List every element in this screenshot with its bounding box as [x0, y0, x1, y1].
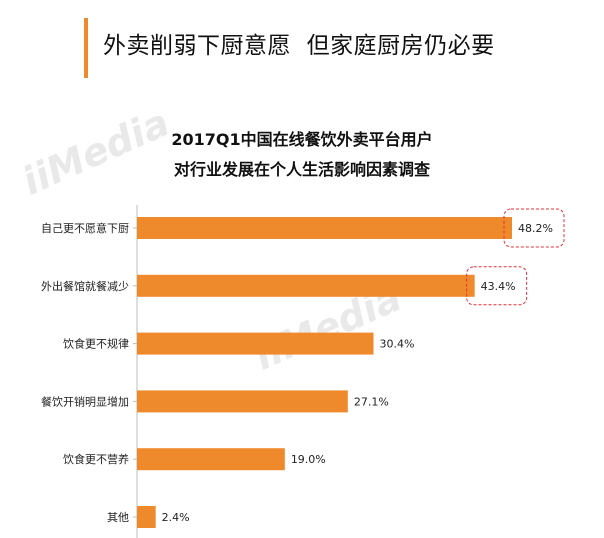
category-label: 餐饮开销明显增加	[41, 394, 129, 408]
value-label: 27.1%	[354, 395, 389, 408]
highlight-box	[503, 208, 565, 248]
highlight-box	[466, 266, 528, 306]
bar	[137, 217, 512, 239]
value-label: 19.0%	[291, 453, 326, 466]
category-label: 自己更不愿意下厨	[41, 221, 129, 235]
category-label: 饮食更不营养	[63, 452, 129, 466]
chart-title: 2017Q1中国在线餐饮外卖平台用户	[171, 130, 433, 149]
category-label: 外出餐馆就餐减少	[41, 279, 129, 293]
bar	[137, 274, 475, 297]
bar	[137, 448, 285, 471]
header-accent-bar	[84, 18, 88, 78]
bar	[137, 506, 156, 528]
page-headline: 外卖削弱下厨意愿 但家庭厨房仍必要	[103, 33, 495, 59]
bar	[137, 332, 374, 355]
bar	[137, 390, 348, 413]
category-label: 其他	[107, 511, 129, 524]
value-label: 30.4%	[380, 338, 415, 351]
value-label: 43.4%	[481, 280, 516, 293]
value-label: 48.2%	[518, 222, 553, 235]
category-label: 饮食更不规律	[63, 337, 129, 351]
value-label: 2.4%	[162, 511, 190, 524]
chart-subtitle: 对行业发展在个人生活影响因素调查	[173, 160, 430, 179]
